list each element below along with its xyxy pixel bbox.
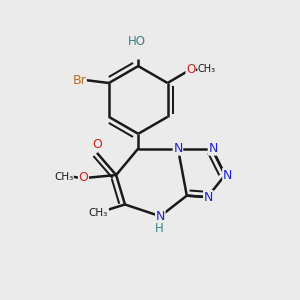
Text: O: O [186,62,195,76]
Text: N: N [204,190,213,204]
Text: CH₃: CH₃ [89,208,108,218]
Text: N: N [208,142,218,155]
Text: H: H [154,222,163,235]
Text: Br: Br [73,74,86,87]
Text: N: N [156,210,165,223]
Text: N: N [223,169,232,182]
Text: O: O [79,172,88,184]
Text: O: O [93,138,103,151]
Text: HO: HO [128,34,146,48]
Text: N: N [173,142,183,155]
Text: CH₃: CH₃ [54,172,74,182]
Text: CH₃: CH₃ [198,64,216,74]
